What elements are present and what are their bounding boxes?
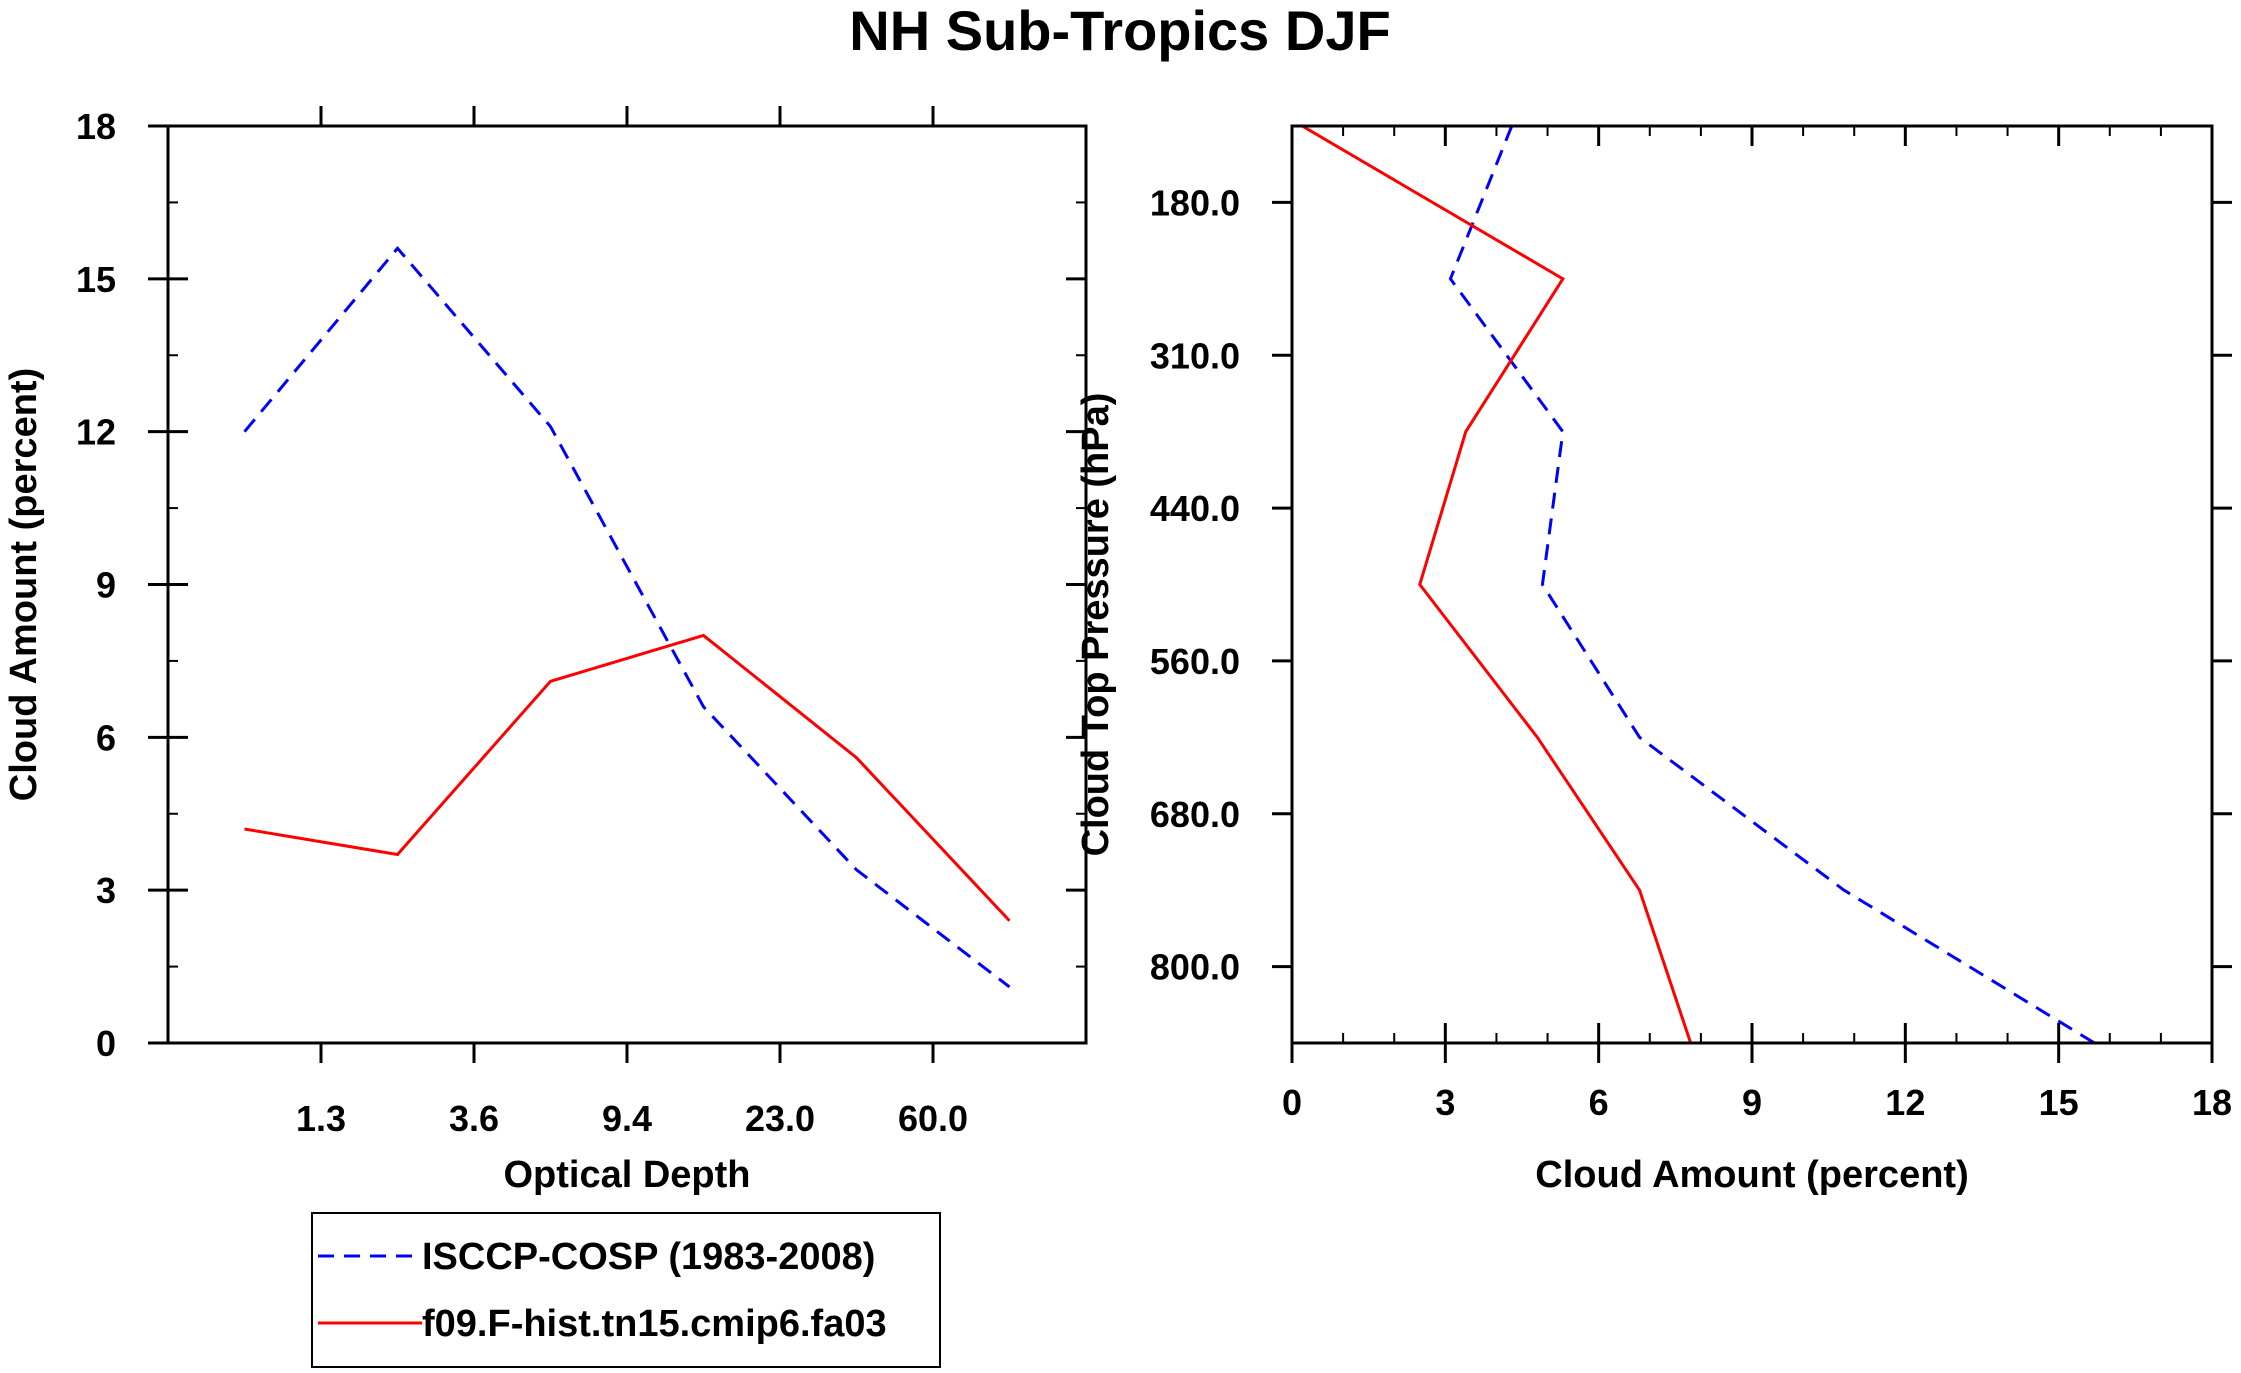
x-tick-label: 9.4 bbox=[602, 1098, 652, 1139]
y-tick-label: 6 bbox=[96, 717, 116, 758]
x-tick-label: 18 bbox=[2192, 1082, 2232, 1123]
series-line-1 bbox=[1301, 124, 1693, 1044]
y-tick-label: 3 bbox=[96, 870, 116, 911]
series-line-0 bbox=[1448, 125, 2096, 1045]
x-axis-label: Optical Depth bbox=[503, 1154, 750, 1196]
x-tick-label: 23.0 bbox=[745, 1098, 815, 1139]
y-tick-label: 18 bbox=[76, 106, 116, 147]
x-tick-label: 3 bbox=[1435, 1082, 1455, 1123]
x-axis-label: Cloud Amount (percent) bbox=[1535, 1154, 1968, 1196]
plot-frame bbox=[1290, 124, 2214, 1045]
series-line-0 bbox=[243, 245, 1011, 989]
y-tick-label: 440.0 bbox=[1150, 488, 1240, 529]
legend: ISCCP-COSP (1983-2008) f09.F-hist.tn15.c… bbox=[311, 1212, 941, 1368]
y-tick-label: 12 bbox=[76, 412, 116, 453]
y-axis-label: Cloud Top Pressure (hPa) bbox=[1075, 393, 1117, 857]
y-tick-label: 800.0 bbox=[1150, 947, 1240, 988]
pressure-profile-panel: 0 3 6 9 12 15 18 180.0 310.0 440.0 560.0 680.0 800.0… bbox=[1075, 124, 2232, 1196]
x-tick-label: 3.6 bbox=[449, 1098, 499, 1139]
y-tick-label: 9 bbox=[96, 565, 116, 606]
legend-label-isccp: ISCCP-COSP (1983-2008) bbox=[422, 1236, 875, 1278]
y-tick-label: 0 bbox=[96, 1023, 116, 1064]
y-tick-label: 310.0 bbox=[1150, 335, 1240, 376]
y-tick-label: 560.0 bbox=[1150, 641, 1240, 682]
legend-box bbox=[311, 1212, 941, 1368]
y-axis-label: Cloud Amount (percent) bbox=[3, 368, 45, 801]
x-tick-label: 12 bbox=[1885, 1082, 1925, 1123]
x-tick-label: 9 bbox=[1742, 1082, 1762, 1123]
optical-depth-panel: 0 3 6 9 12 15 18 1.3 3.6 9.4 23.0 60.0 Optical Depth… bbox=[3, 106, 1088, 1196]
y-tick-label: 15 bbox=[76, 259, 116, 300]
y-tick-label: 680.0 bbox=[1150, 794, 1240, 835]
x-tick-label: 6 bbox=[1589, 1082, 1609, 1123]
legend-label-model: f09.F-hist.tn15.cmip6.fa03 bbox=[422, 1303, 887, 1345]
figure-title: NH Sub-Tropics DJF bbox=[849, 0, 1390, 62]
x-tick-label: 1.3 bbox=[296, 1098, 346, 1139]
x-tick-label: 60.0 bbox=[898, 1098, 968, 1139]
x-tick-label: 15 bbox=[2039, 1082, 2079, 1123]
plot-frame bbox=[166, 124, 1088, 1045]
series-line-1 bbox=[244, 633, 1011, 922]
y-tick-label: 180.0 bbox=[1150, 182, 1240, 223]
x-tick-label: 0 bbox=[1282, 1082, 1302, 1123]
